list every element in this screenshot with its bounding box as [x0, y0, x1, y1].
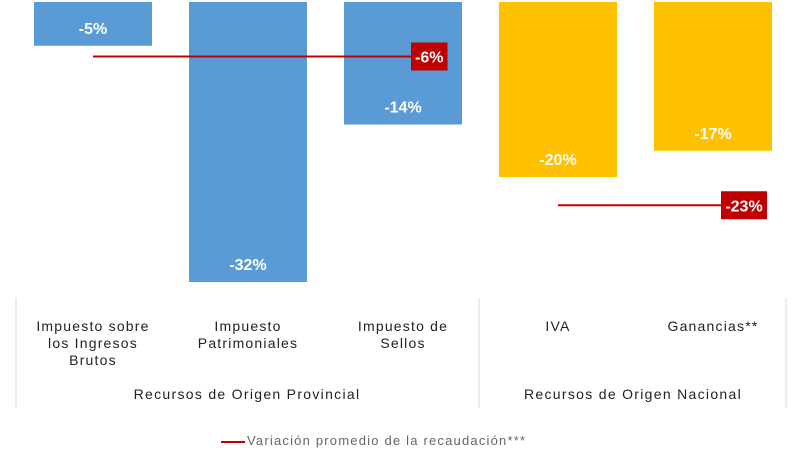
legend: Variación promedio de la recaudación*** — [221, 433, 601, 453]
bar-1 — [189, 2, 307, 282]
bar-4 — [654, 2, 772, 151]
bar-value-label-3: -20% — [539, 152, 576, 169]
reference-label-0: -6% — [415, 50, 443, 67]
category-label-4: Ganancias** — [667, 318, 759, 334]
legend-line-swatch — [221, 440, 245, 443]
reference-label-1: -23% — [725, 198, 762, 215]
reference-label-box-0 — [411, 42, 448, 71]
category-label-1: Impuesto Patrimoniales — [197, 318, 299, 351]
bar-0 — [34, 2, 152, 46]
bar-value-label-1: -32% — [229, 257, 266, 274]
category-label-2: Impuesto de Sellos — [357, 318, 449, 351]
reference-label-box-1 — [721, 191, 767, 220]
legend-label: Variación promedio de la recaudación*** — [247, 433, 527, 448]
bar-value-label-0: -5% — [79, 21, 107, 38]
group-label-provincial: Recursos de Origen Provincial — [133, 386, 361, 402]
reference-lines-layer: -6% -23% — [93, 42, 767, 220]
bar-value-label-2: -14% — [384, 100, 421, 117]
axis-layer — [15, 298, 787, 408]
category-label-0: Impuesto sobre los Ingresos Brutos — [36, 318, 150, 368]
bars-layer: -5% -32% -14% -20% -17% — [34, 2, 772, 282]
bar-value-label-4: -17% — [694, 126, 731, 143]
bar-3 — [499, 2, 617, 177]
group-label-nacional: Recursos de Origen Nacional — [524, 386, 742, 402]
category-label-3: IVA — [545, 318, 571, 334]
